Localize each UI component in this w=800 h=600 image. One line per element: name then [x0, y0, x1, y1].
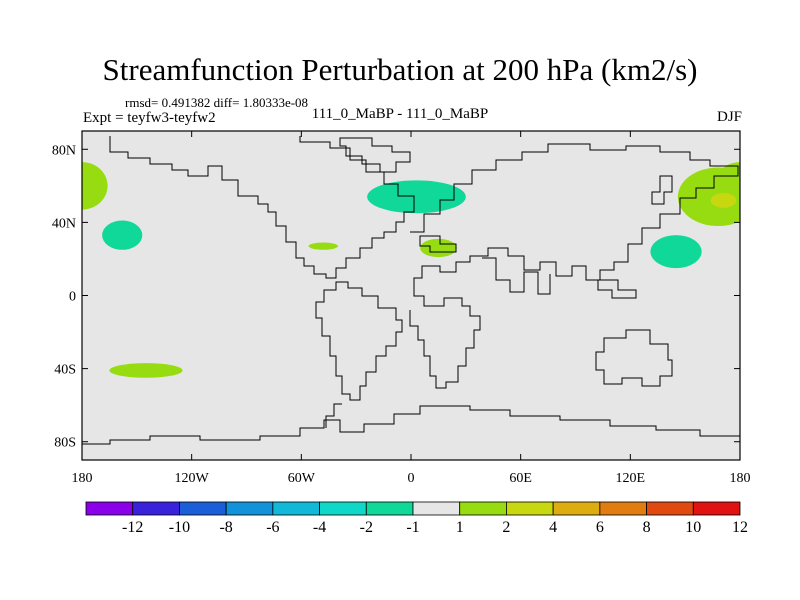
x-tick-label: 0	[408, 471, 415, 486]
x-tick-label: 180	[72, 471, 93, 486]
x-axis: 180 120W 60W 0 60E 120E 180	[72, 131, 751, 486]
season-label: DJF	[716, 109, 742, 125]
colorbar-label: -1	[406, 519, 419, 536]
region-atlantic-small-positive	[308, 242, 338, 250]
colorbar-swatch	[225, 501, 274, 516]
colorbar-swatch	[179, 501, 227, 516]
coastline-south-america	[315, 281, 403, 401]
anomaly-regions	[82, 162, 740, 378]
coastline-greenland	[339, 137, 411, 173]
colorbar-label: -8	[219, 519, 232, 536]
colorbar-swatch	[365, 501, 414, 516]
colorbar-swatch	[646, 501, 694, 516]
colorbar-swatch	[412, 501, 461, 516]
x-tick-label: 120W	[175, 471, 210, 486]
colorbar-label: 4	[549, 519, 557, 536]
y-tick-label: 0	[69, 290, 76, 305]
coastline-arabia-india	[482, 257, 551, 295]
colorbar-swatch	[692, 501, 741, 516]
colorbar-label: 1	[456, 519, 464, 536]
y-tick-label: 40S	[54, 363, 76, 378]
colorbar-label: -10	[169, 519, 190, 536]
y-tick-label: 40N	[52, 216, 76, 231]
region-east-asia-negative	[650, 235, 702, 269]
coastline-australia	[595, 329, 673, 387]
map-background	[82, 131, 740, 460]
experiment-line: Expt = teyfw3-teyfw2	[83, 110, 216, 126]
colorbar: -12 -10 -8 -6 -4 -2 -1 1 2 4 6 8 10 12	[85, 501, 748, 536]
colorbar-swatch	[319, 501, 367, 516]
colorbar-label: 6	[596, 519, 604, 536]
colorbar-swatch	[506, 501, 554, 516]
coastlines	[82, 136, 740, 445]
x-tick-label: 60W	[288, 471, 316, 486]
region-north-pacific-east-positive	[677, 167, 740, 227]
stats-line: rmsd= 0.491382 diff= 1.80333e-08	[125, 95, 309, 110]
x-tick-label: 60E	[509, 471, 532, 486]
coastline-north-america	[109, 136, 415, 279]
colorbar-label: 8	[643, 519, 651, 536]
colorbar-swatch	[132, 501, 180, 516]
coastline-japan	[651, 175, 673, 205]
coastline-antarctic-peninsula	[325, 403, 342, 428]
colorbar-label: -2	[360, 519, 373, 536]
colorbar-swatch	[599, 501, 647, 516]
y-axis: 80N 40N 0 40S 80S	[52, 143, 740, 451]
colorbar-swatch	[459, 501, 507, 516]
coastline-eurasia-africa	[409, 143, 739, 389]
colorbar-label: 10	[685, 519, 701, 536]
y-tick-label: 80N	[52, 143, 76, 158]
coastline-mediterranean	[419, 235, 457, 253]
colorbar-swatch	[552, 501, 601, 516]
colorbar-label: -12	[122, 519, 143, 536]
region-mediterranean-positive	[420, 238, 457, 258]
colorbar-swatch	[272, 501, 320, 516]
coastline-antarctica	[82, 405, 740, 445]
chart-subtitle: 111_0_MaBP - 111_0_MaBP	[311, 106, 489, 122]
colorbar-swatch	[85, 501, 134, 516]
region-north-pacific-negative	[102, 220, 143, 250]
x-tick-label: 180	[730, 471, 751, 486]
region-europe-negative	[367, 180, 466, 214]
region-north-pacific-west-positive	[82, 162, 108, 210]
chart-title: Streamfunction Perturbation at 200 hPa (…	[102, 52, 698, 87]
region-north-pacific-east-core	[710, 193, 737, 208]
colorbar-label: -4	[313, 519, 326, 536]
coastline-southeast-asia	[597, 279, 637, 299]
colorbar-label: 12	[732, 519, 748, 536]
y-tick-label: 80S	[54, 436, 76, 451]
colorbar-label: -6	[266, 519, 279, 536]
colorbar-label: 2	[502, 519, 510, 536]
x-tick-label: 120E	[616, 471, 646, 486]
region-south-pacific-positive	[109, 363, 183, 378]
